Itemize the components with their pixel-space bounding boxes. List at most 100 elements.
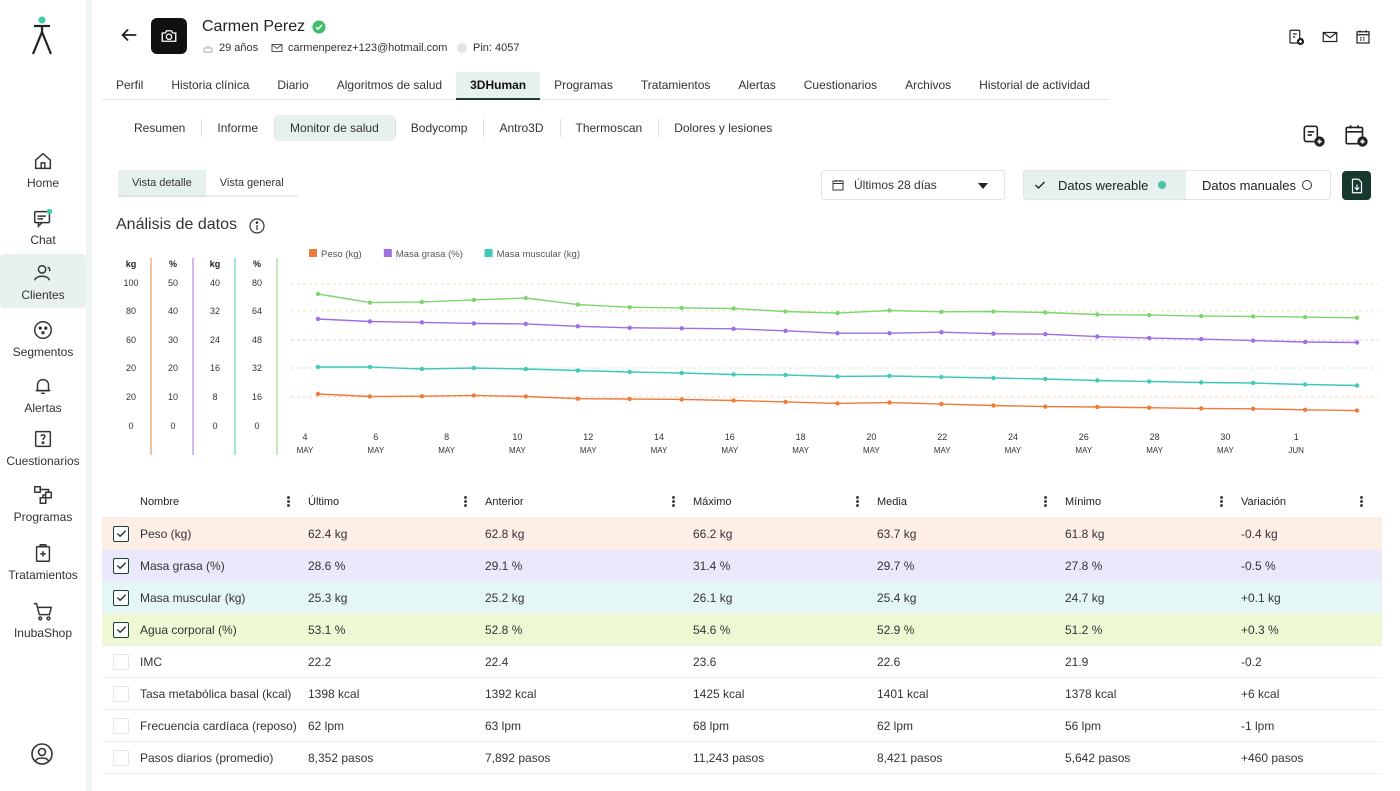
toggle-wearable[interactable]: Datos wereable	[1024, 171, 1186, 199]
sidebar-item-cuestionarios[interactable]: Cuestionarios	[0, 424, 86, 478]
col-variacion[interactable]: Variación	[1241, 496, 1381, 508]
data-point	[1199, 406, 1204, 411]
info-icon[interactable]	[249, 218, 265, 234]
row-checkbox[interactable]	[113, 621, 129, 638]
x-tick-label: 8	[444, 432, 449, 442]
tab-alertas[interactable]: Alertas	[738, 78, 776, 92]
date-range-select[interactable]: Últimos 28 días	[821, 170, 1005, 200]
subtab-resumen[interactable]: Resumen	[134, 121, 186, 135]
subtab-bodycomp[interactable]: Bodycomp	[394, 115, 484, 141]
data-point	[367, 394, 373, 399]
col-nombre[interactable]: Nombre	[140, 496, 308, 508]
profile-avatar-icon[interactable]	[30, 742, 54, 766]
col-ultimo[interactable]: Último	[308, 496, 485, 508]
sidebar-item-home[interactable]: Home	[0, 146, 86, 200]
patient-photo-button[interactable]	[151, 18, 187, 54]
sidebar-item-segmentos[interactable]: Segmentos	[0, 315, 86, 369]
table-cell: 1398 kcal	[308, 686, 360, 701]
tab-algoritmos[interactable]: Algoritmos de salud	[336, 78, 443, 92]
tab-vista-detalle[interactable]: Vista detalle	[118, 170, 206, 197]
sidebar-item-alertas[interactable]: Alertas	[0, 371, 86, 425]
row-checkbox[interactable]	[113, 653, 129, 670]
sidebar-item-label: InubaShop	[13, 626, 73, 640]
table-cell: 63 lpm	[485, 718, 522, 733]
tab-tratamientos[interactable]: Tratamientos	[640, 78, 711, 92]
health-chart: kg100806020200%50403020100kg4032241680%8…	[123, 249, 1379, 455]
kebab-icon[interactable]	[464, 496, 467, 507]
table-row[interactable]: Tasa metabólica basal (kcal) 1398 kcal 139…	[102, 678, 1382, 710]
programs-icon	[34, 486, 52, 504]
back-arrow-icon[interactable]	[118, 24, 140, 46]
add-report-icon[interactable]	[1287, 28, 1305, 46]
tab-historia-clinica[interactable]: Historia clínica	[171, 78, 250, 92]
kebab-icon[interactable]	[1360, 496, 1363, 507]
tab-archivos[interactable]: Archivos	[905, 78, 952, 92]
data-point	[1199, 313, 1204, 319]
tab-diario[interactable]: Diario	[277, 78, 309, 92]
tab-vista-general[interactable]: Vista general	[205, 170, 298, 197]
calendar-icon[interactable]	[1354, 28, 1372, 46]
axis-tick-label: 10	[168, 392, 178, 402]
axis-unit-label: %	[253, 259, 261, 269]
table-row[interactable]: Frecuencia cardíaca (reposo) 62 lpm 63 lpm…	[102, 710, 1382, 742]
table-row[interactable]: IMC 22.2 22.4 23.6 22.6 21.9 -0.2	[102, 646, 1382, 678]
row-checkbox[interactable]	[113, 717, 129, 734]
sidebar-item-programas[interactable]: Programas	[0, 480, 86, 534]
kebab-icon[interactable]	[1044, 496, 1047, 507]
table-row[interactable]: Pasos diarios (promedio) 8,352 pasos 7,892…	[102, 742, 1382, 774]
tab-3dhuman[interactable]: 3DHuman	[456, 72, 541, 100]
table-row[interactable]: Agua corporal (%) 53.1 % 52.8 % 54.6 % 52.9 …	[102, 614, 1382, 646]
row-checkbox[interactable]	[113, 557, 129, 574]
kebab-icon[interactable]	[1220, 496, 1223, 507]
col-minimo[interactable]: Mínimo	[1065, 496, 1241, 508]
data-point	[419, 320, 425, 325]
add-calendar-icon[interactable]	[1343, 122, 1369, 148]
subtab-informe[interactable]: Informe	[201, 115, 274, 141]
kebab-icon[interactable]	[856, 496, 859, 507]
x-tick-month: MAY	[1075, 446, 1092, 455]
tab-cuestionarios[interactable]: Cuestionarios	[803, 78, 878, 92]
data-point	[991, 331, 996, 336]
toggle-manual[interactable]: Datos manuales	[1186, 171, 1330, 199]
sidebar-item-clientes[interactable]: Clientes	[0, 254, 86, 308]
col-maximo[interactable]: Máximo	[693, 496, 877, 508]
tab-historial[interactable]: Historial de actividad	[979, 78, 1090, 92]
table-cell: 11,243 pasos	[693, 750, 765, 765]
data-point	[1043, 332, 1048, 337]
row-checkbox[interactable]	[113, 685, 129, 702]
table-header: Nombre Último Anterior Máximo Media Míni…	[102, 486, 1382, 518]
table-cell: 28.6 %	[308, 558, 346, 573]
kebab-icon[interactable]	[287, 496, 290, 507]
bell-icon	[35, 378, 51, 395]
subtab-antro3d[interactable]: Antro3D	[483, 115, 559, 141]
add-device-icon[interactable]	[1300, 122, 1326, 148]
x-tick-label: 20	[866, 432, 876, 442]
x-tick-month: MAY	[367, 446, 384, 455]
data-point	[315, 391, 321, 397]
x-tick-month: MAY	[438, 446, 455, 455]
tab-perfil[interactable]: Perfil	[116, 78, 144, 92]
tab-programas[interactable]: Programas	[554, 78, 613, 92]
kebab-icon[interactable]	[672, 496, 675, 507]
mail-icon[interactable]	[1321, 28, 1339, 46]
col-anterior[interactable]: Anterior	[485, 496, 693, 508]
sidebar-item-chat[interactable]: Chat	[0, 203, 86, 257]
row-checkbox[interactable]	[113, 589, 129, 606]
sidebar-item-tratamientos[interactable]: Tratamientos	[0, 538, 86, 592]
subtab-thermoscan[interactable]: Thermoscan	[559, 115, 659, 141]
table-row[interactable]: Masa grasa (%) 28.6 % 29.1 % 31.4 % 29.7 % 27…	[102, 550, 1382, 582]
col-media[interactable]: Media	[877, 496, 1065, 508]
sidebar-item-label: Programas	[13, 510, 73, 524]
data-point	[1095, 404, 1100, 410]
data-point	[1354, 315, 1360, 320]
sidebar-item-inubashop[interactable]: InubaShop	[0, 596, 86, 650]
subtab-monitor[interactable]: Monitor de salud	[274, 115, 395, 141]
export-button[interactable]	[1342, 171, 1371, 200]
axis-tick-label: 32	[210, 306, 220, 316]
table-cell: Peso (kg)	[140, 526, 192, 541]
row-checkbox[interactable]	[113, 525, 129, 542]
row-checkbox[interactable]	[113, 749, 129, 766]
table-row[interactable]: Masa muscular (kg) 25.3 kg 25.2 kg 26.1 kg 2…	[102, 582, 1382, 614]
subtab-dolores[interactable]: Dolores y lesiones	[658, 115, 788, 141]
table-row[interactable]: Peso (kg) 62.4 kg 62.8 kg 66.2 kg 63.7 kg 61.…	[102, 518, 1382, 550]
